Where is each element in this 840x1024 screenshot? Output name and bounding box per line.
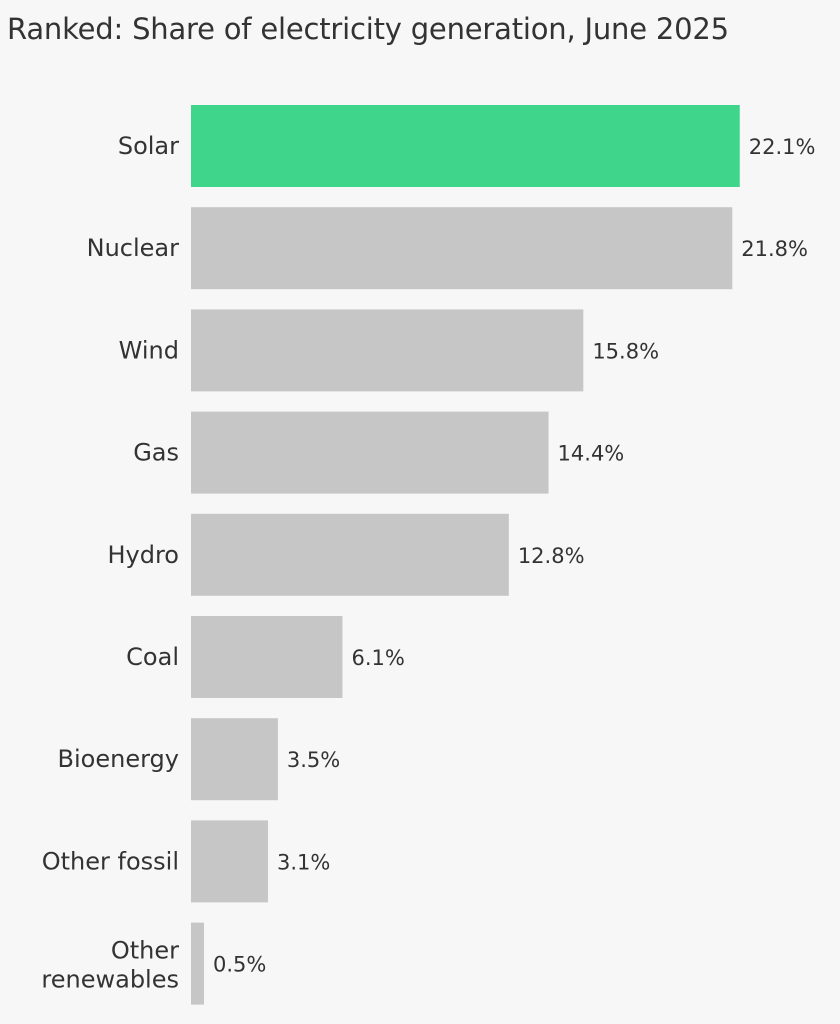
value-label-gas: 14.4% — [558, 442, 625, 466]
chart-title: Ranked: Share of electricity generation,… — [7, 12, 729, 46]
value-label-hydro: 12.8% — [518, 544, 585, 568]
value-label-wind: 15.8% — [592, 339, 659, 363]
category-label-bioenergy: Bioenergy — [58, 745, 179, 773]
category-label-gas: Gas — [133, 439, 179, 467]
category-label-hydro: Hydro — [107, 541, 179, 569]
bar-hydro — [191, 513, 509, 596]
category-label-other-fossil: Other fossil — [42, 847, 179, 875]
value-label-coal: 6.1% — [351, 646, 404, 670]
bar-nuclear — [191, 207, 733, 290]
bar-solar — [191, 105, 740, 187]
value-label-nuclear: 21.8% — [741, 237, 808, 261]
bar-other-fossil — [191, 820, 268, 903]
bar-bioenergy — [191, 718, 278, 801]
category-label-other-renewables: Other renewables — [41, 937, 179, 994]
value-label-other-fossil: 3.1% — [277, 850, 330, 874]
bar-wind — [191, 309, 584, 392]
value-label-solar: 22.1% — [749, 135, 816, 159]
category-label-nuclear: Nuclear — [87, 234, 180, 262]
category-label-wind: Wind — [119, 336, 179, 364]
bar-other-renewables — [191, 922, 204, 1005]
category-label-solar: Solar — [118, 132, 179, 160]
category-label-coal: Coal — [126, 643, 179, 671]
bar-coal — [191, 616, 343, 698]
value-label-bioenergy: 3.5% — [287, 748, 340, 772]
value-label-other-renewables: 0.5% — [213, 953, 266, 977]
bar-gas — [191, 411, 549, 494]
